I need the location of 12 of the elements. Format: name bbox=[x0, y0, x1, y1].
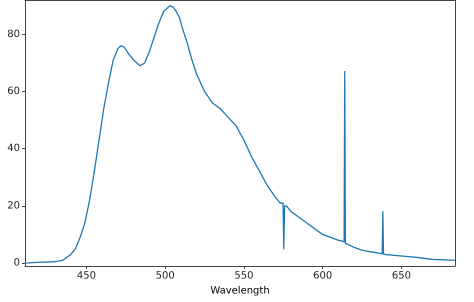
x-tick-label: 500 bbox=[156, 270, 175, 282]
y-tick-label: 40 bbox=[7, 143, 20, 154]
y-tick-label: 80 bbox=[7, 28, 20, 40]
x-axis-title: Wavelength bbox=[210, 286, 270, 296]
x-tick-label: 550 bbox=[234, 270, 254, 282]
line-series bbox=[24, 5, 456, 264]
x-tick-label: 600 bbox=[313, 270, 332, 282]
y-tick-label: 60 bbox=[7, 86, 20, 98]
y-tick-label: 0 bbox=[14, 258, 20, 269]
y-tick-label: 20 bbox=[7, 200, 20, 212]
x-tick-label: 450 bbox=[76, 270, 96, 282]
x-tick-label: 650 bbox=[392, 270, 411, 282]
